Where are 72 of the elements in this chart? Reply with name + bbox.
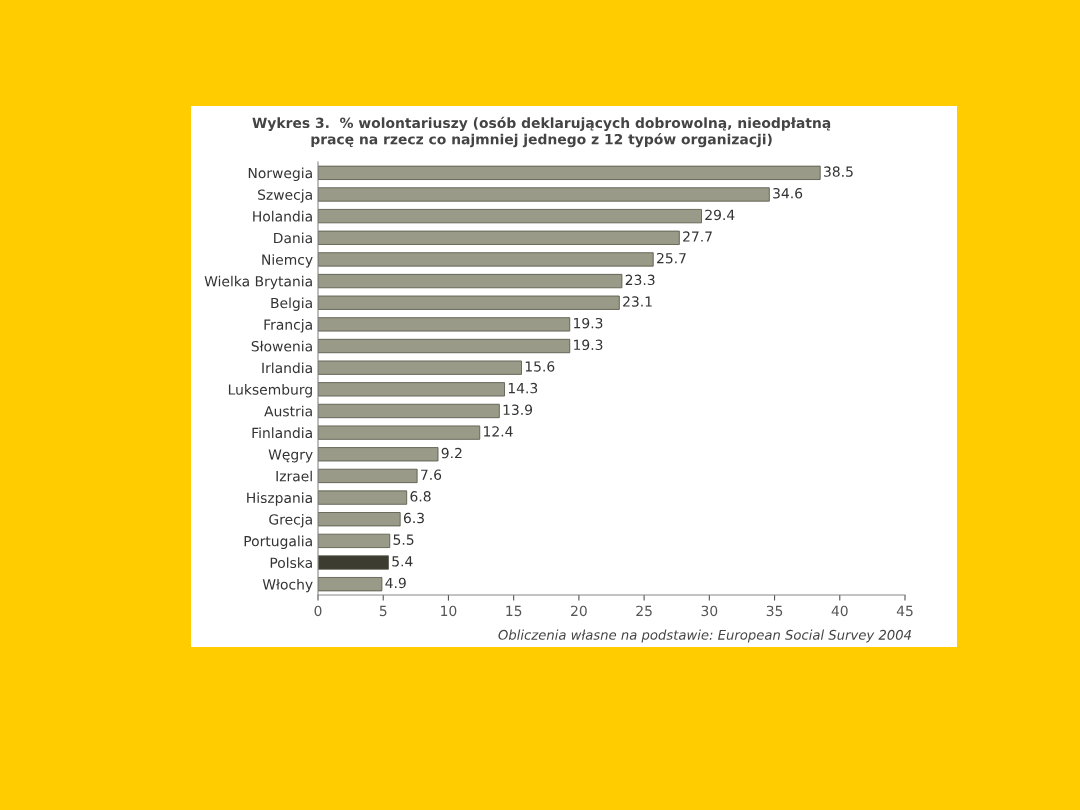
bar	[318, 338, 571, 354]
x-tick-label: 20	[571, 605, 587, 617]
bar	[318, 273, 623, 289]
x-tick-label: 40	[831, 605, 848, 617]
data-label: 5.5	[393, 534, 414, 545]
bar	[318, 187, 770, 202]
data-label: 4.9	[385, 577, 406, 589]
y-tick-label: Szwecja	[258, 189, 312, 203]
data-label: 7.6	[421, 469, 442, 480]
bar	[318, 533, 391, 549]
data-label: 15.6	[525, 361, 555, 372]
data-label: 19.3	[574, 317, 603, 329]
x-tick-label: 10	[441, 605, 457, 617]
data-label: 9.2	[441, 447, 462, 459]
y-tick-label: Izrael	[276, 470, 312, 482]
x-tick-label: 30	[701, 605, 718, 617]
x-tick-label: 45	[896, 605, 913, 617]
data-label: 27.7	[683, 231, 712, 242]
y-tick-label: Holandia	[253, 210, 312, 222]
data-label: 25.7	[657, 252, 686, 264]
bar	[318, 295, 620, 310]
bar	[318, 468, 418, 484]
y-tick-label: Hiszpania	[247, 492, 312, 506]
bar	[318, 252, 654, 267]
data-label: 6.8	[410, 491, 431, 502]
bar	[318, 555, 389, 570]
data-label: 13.9	[503, 404, 533, 415]
bar	[318, 490, 408, 505]
bar	[318, 425, 481, 440]
y-tick-label: Wielka Brytania	[204, 275, 312, 290]
data-label: 14.3	[508, 382, 538, 394]
data-label: 12.4	[484, 426, 513, 437]
bar	[318, 447, 439, 462]
x-tick-label: 15	[506, 605, 522, 617]
y-tick-label: Francja	[264, 319, 312, 333]
y-tick-label: Węgry	[268, 449, 313, 463]
chart-title: Wykres 3. % wolontariuszy (osób deklarujących dobrowolną, nieodpłatną pracę na rzecz co najmniej jednego z 12 typów organizacji)	[252, 116, 831, 148]
data-label: 23.3	[625, 274, 655, 286]
bar	[318, 360, 522, 375]
y-tick-label: Austria	[264, 405, 312, 417]
bar	[318, 403, 500, 419]
y-tick-label: Portugalia	[244, 535, 312, 550]
data-label: 5.4	[392, 556, 413, 567]
data-label: 34.6	[773, 188, 803, 199]
y-tick-label: Słowenia	[251, 340, 312, 352]
bar	[318, 165, 821, 180]
x-tick-label: 0	[314, 605, 322, 617]
y-tick-label: Luksemburg	[228, 384, 312, 398]
x-tick-label: 25	[636, 605, 652, 617]
y-tick-label: Irlandia	[262, 362, 312, 374]
y-tick-label: Włochy	[262, 578, 313, 593]
x-tick-label: 5	[379, 605, 387, 617]
y-tick-label: Belgia	[271, 297, 312, 311]
data-label: 6.3	[403, 512, 424, 524]
text: Obliczenia własne na podstawie: European Social Survey 2004	[498, 629, 912, 643]
data-label: 29.4	[705, 209, 735, 221]
y-tick-label: Polska	[270, 557, 312, 568]
y-tick-label: Dania	[274, 232, 312, 244]
y-tick-label: Niemcy	[262, 254, 313, 268]
x-tick-label: 35	[766, 605, 783, 617]
bar	[318, 382, 505, 397]
bar	[318, 512, 401, 527]
data-label: 38.5	[824, 166, 853, 177]
y-tick-label: Grecja	[269, 513, 312, 528]
y-tick-label: Norwegia	[248, 167, 312, 181]
bar	[318, 230, 680, 245]
bar	[318, 208, 702, 224]
data-label: 23.1	[623, 296, 652, 307]
y-tick-label: Finlandia	[252, 427, 312, 439]
bar	[318, 577, 383, 592]
data-label: 19.3	[574, 339, 603, 351]
bar	[318, 317, 571, 332]
